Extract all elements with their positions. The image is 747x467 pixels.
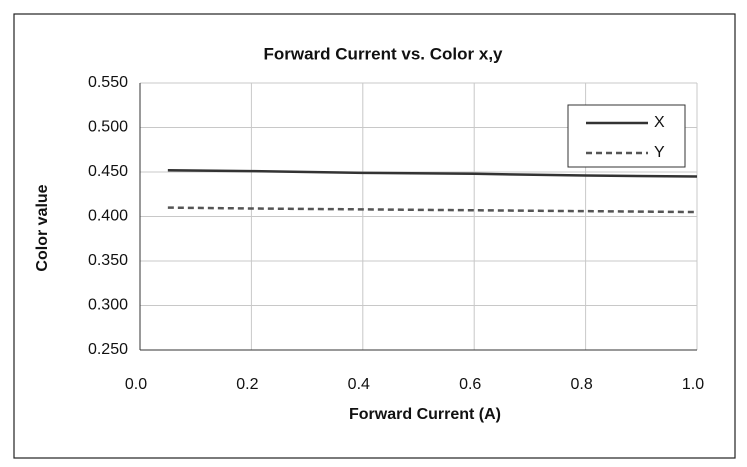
y-tick-label: 0.450 <box>88 163 128 180</box>
x-tick-label: 0.8 <box>570 376 592 393</box>
y-tick-label: 0.350 <box>88 252 128 269</box>
legend-box <box>567 104 686 168</box>
x-tick-label: 0.6 <box>459 376 481 393</box>
x-tick-label: 0.4 <box>348 376 370 393</box>
x-axis-label: Forward Current (A) <box>349 406 501 423</box>
y-tick-label: 0.550 <box>88 74 128 91</box>
x-tick-label: 1.0 <box>682 376 704 393</box>
y-tick-label: 0.500 <box>88 119 128 136</box>
series-line <box>167 206 698 214</box>
chart-border <box>13 13 736 459</box>
x-tick-label: 0.2 <box>236 376 258 393</box>
x-tick-label: 0.0 <box>125 376 147 393</box>
legend-label: Y <box>654 144 665 161</box>
y-tick-label: 0.250 <box>88 341 128 358</box>
y-tick-label: 0.400 <box>88 208 128 225</box>
y-axis-label: Color value <box>34 184 51 271</box>
legend-label: X <box>654 114 665 131</box>
y-tick-label: 0.300 <box>88 297 128 314</box>
series-line <box>167 168 698 178</box>
chart-title: Forward Current vs. Color x,y <box>264 44 504 63</box>
